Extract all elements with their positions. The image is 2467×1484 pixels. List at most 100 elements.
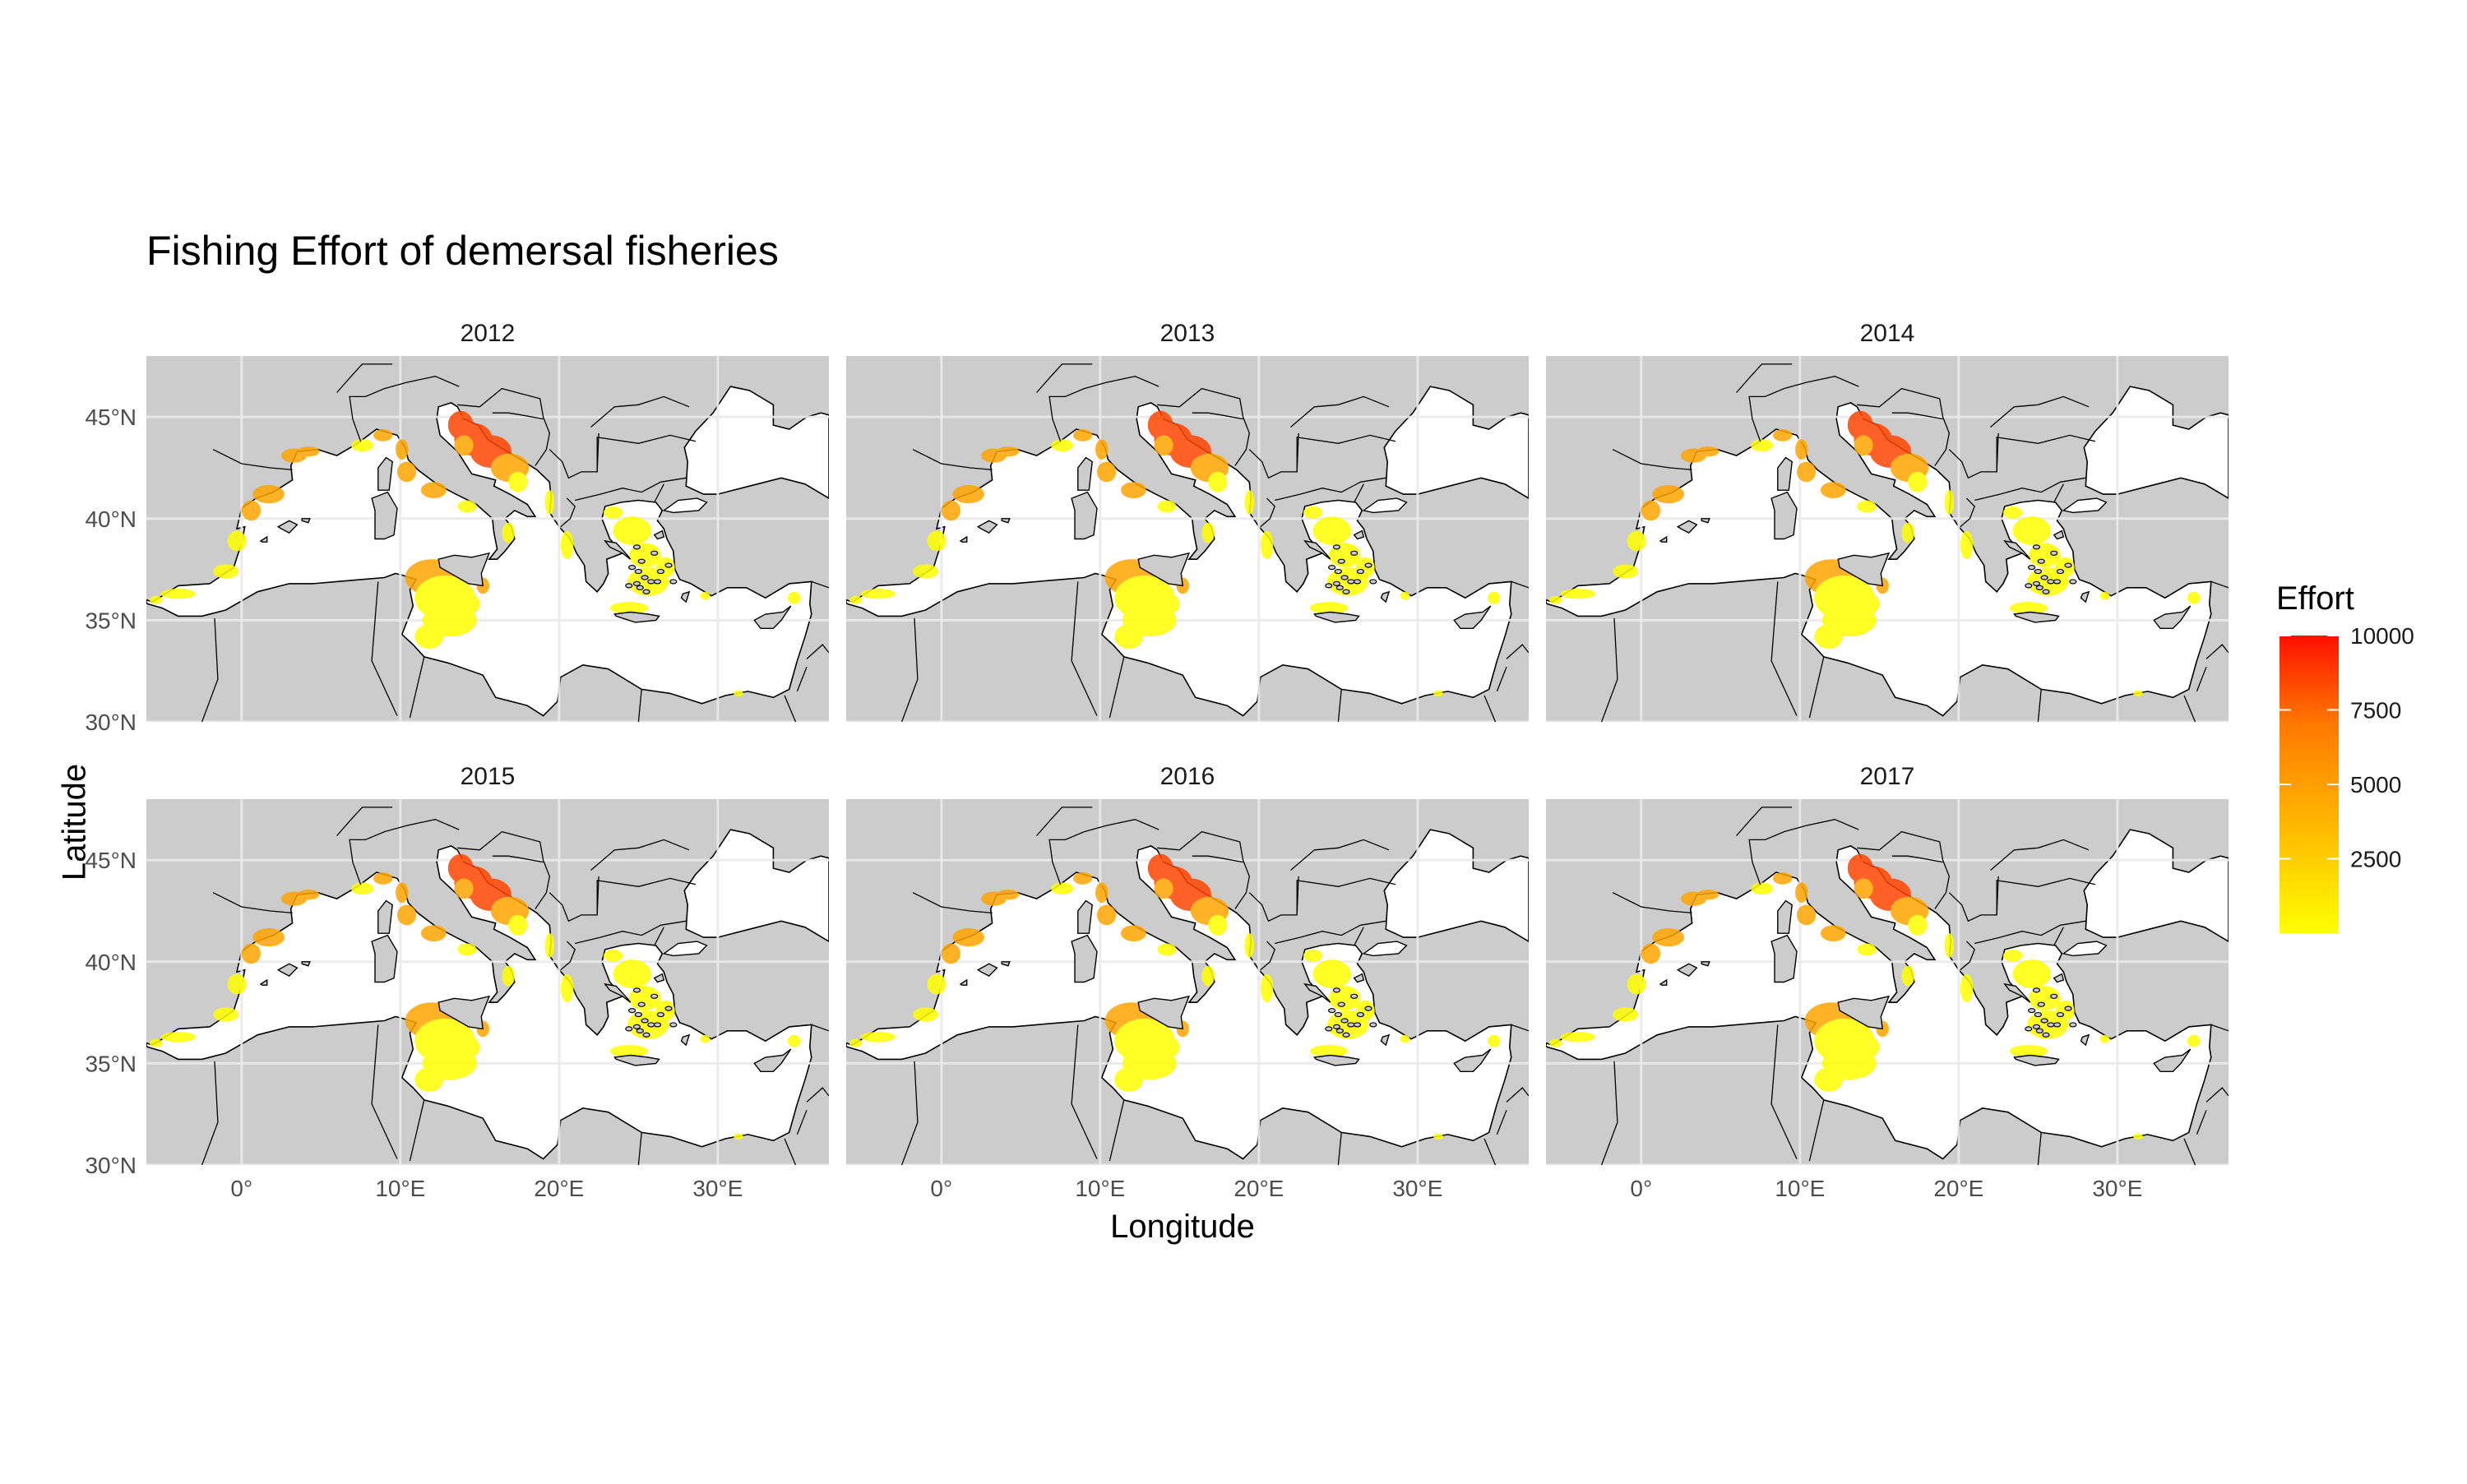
effort-cell xyxy=(1147,1034,1180,1060)
effort-cell xyxy=(1548,1038,1562,1047)
island-cyprus xyxy=(2153,605,2192,629)
effort-cell xyxy=(941,943,960,964)
effort-cell xyxy=(1854,878,1873,899)
effort-cell xyxy=(149,1038,163,1047)
effort-cell xyxy=(252,927,285,947)
country-border xyxy=(1290,839,1390,871)
country-border xyxy=(560,941,576,971)
legend-tick-label: 5000 xyxy=(2350,772,2401,797)
effort-cell xyxy=(2187,591,2201,604)
country-border xyxy=(2183,1138,2196,1165)
island-euboea xyxy=(1303,982,1331,1003)
black-sea xyxy=(683,829,829,943)
aegean-islet xyxy=(1325,1026,1333,1032)
map-panel-2012 xyxy=(146,356,829,722)
effort-cell xyxy=(1201,522,1215,543)
map-panel-2013 xyxy=(846,356,1529,722)
x-tick-label: 30°E xyxy=(1392,1176,1442,1201)
country-border xyxy=(1748,376,1859,442)
island-cyprus xyxy=(753,1048,792,1072)
panel-strip-label: 2017 xyxy=(1860,763,1915,790)
country-border xyxy=(1600,1061,1618,1165)
effort-cell xyxy=(1073,872,1093,885)
island-crete xyxy=(1313,611,1360,623)
effort-cell xyxy=(1795,439,1808,460)
aegean-islet xyxy=(2042,589,2050,594)
island-mallorca xyxy=(276,520,299,534)
country-border xyxy=(1770,1024,1798,1159)
effort-cell xyxy=(447,1034,480,1060)
island-corsica xyxy=(377,456,393,491)
aegean-islet xyxy=(637,1001,646,1007)
aegean-islet xyxy=(669,579,678,585)
country-border xyxy=(1337,689,1342,722)
effort-cell xyxy=(1857,500,1877,513)
country-border xyxy=(1748,819,1859,885)
effort-cell xyxy=(1154,435,1173,456)
effort-cell xyxy=(396,439,409,460)
effort-cell xyxy=(457,943,477,956)
country-border xyxy=(1808,656,1825,719)
country-border xyxy=(590,395,690,428)
island-euboea xyxy=(2003,982,2031,1003)
effort-cell xyxy=(1051,882,1074,895)
effort-cell xyxy=(1309,1045,1348,1057)
effort-cell xyxy=(1847,591,1880,617)
effort-cell xyxy=(1095,439,1109,460)
x-tick-label: 10°E xyxy=(1775,1176,1825,1201)
effort-cell xyxy=(454,878,474,899)
country-border xyxy=(575,920,687,945)
aegean-islet xyxy=(1353,1022,1362,1028)
country-border xyxy=(1275,920,1386,945)
black-sea xyxy=(1383,829,1529,943)
effort-cell xyxy=(160,1032,196,1042)
island-corsica xyxy=(1777,456,1793,491)
aegean-islet xyxy=(2032,1024,2041,1029)
effort-cell xyxy=(508,914,528,936)
aegean-islet xyxy=(2032,987,2041,993)
effort-cell xyxy=(544,490,555,515)
aegean-islet xyxy=(1332,987,1341,993)
country-border xyxy=(1990,395,2090,428)
aegean-islet xyxy=(1334,1011,1342,1018)
effort-cell xyxy=(787,1034,801,1047)
country-border xyxy=(1770,581,1798,716)
aegean-islet xyxy=(642,1032,650,1038)
country-border xyxy=(900,617,919,722)
effort-cell xyxy=(1652,927,1684,947)
island-euboea xyxy=(1303,539,1331,560)
effort-cell xyxy=(1244,490,1255,515)
aegean-islet xyxy=(1347,1022,1355,1028)
aegean-islet xyxy=(2064,1006,2072,1011)
country-border xyxy=(2196,1110,2207,1135)
country-border xyxy=(2205,644,2229,659)
aegean-islet xyxy=(2069,1022,2077,1028)
aegean-islet xyxy=(1337,558,1345,564)
country-border xyxy=(806,1087,829,1103)
legend-tick-label: 10000 xyxy=(2350,623,2414,649)
sea-of-marmara xyxy=(2062,941,2108,957)
effort-cell xyxy=(700,591,710,600)
effort-cell xyxy=(297,890,320,900)
country-border xyxy=(457,830,550,909)
aegean-islet xyxy=(664,1006,673,1011)
country-border xyxy=(1296,434,1396,472)
effort-cell xyxy=(1208,914,1228,936)
effort-cell xyxy=(860,589,896,599)
effort-cell xyxy=(1560,589,1595,599)
island-sicily xyxy=(437,995,491,1030)
country-border xyxy=(811,1024,829,1032)
island-corsica xyxy=(1077,456,1093,491)
country-border xyxy=(1157,830,1250,909)
country-border xyxy=(1109,656,1125,719)
aegean-islet xyxy=(1340,1018,1349,1024)
aegean-islet xyxy=(2053,579,2062,585)
x-tick-label: 20°E xyxy=(1234,1176,1284,1201)
effort-cell xyxy=(1820,482,1846,499)
country-border xyxy=(1891,412,1943,420)
effort-cell xyxy=(1154,878,1173,899)
aegean-islet xyxy=(2028,565,2036,571)
aegean-islet xyxy=(641,575,649,580)
effort-cell xyxy=(2099,1034,2110,1043)
aegean-islet xyxy=(1325,583,1333,589)
